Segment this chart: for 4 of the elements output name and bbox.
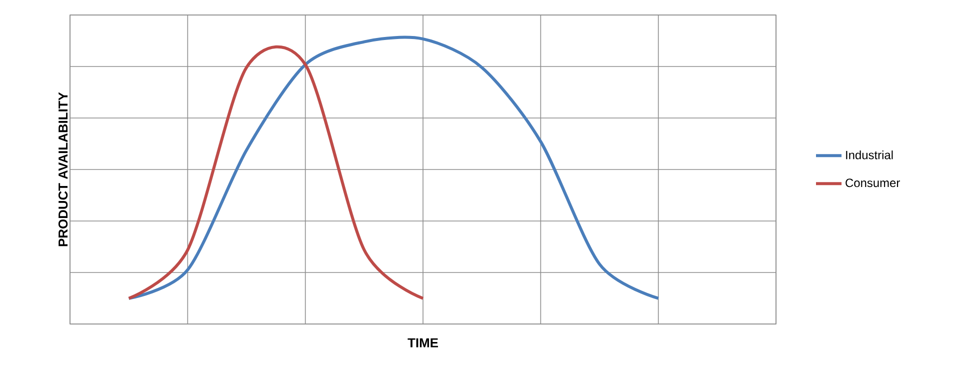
legend-label: Consumer xyxy=(846,178,900,188)
y-axis-title: PRODUCT AVAILABILITY xyxy=(58,92,68,246)
x-axis-title: TIME xyxy=(408,338,438,348)
legend-label: Industrial xyxy=(846,150,893,160)
